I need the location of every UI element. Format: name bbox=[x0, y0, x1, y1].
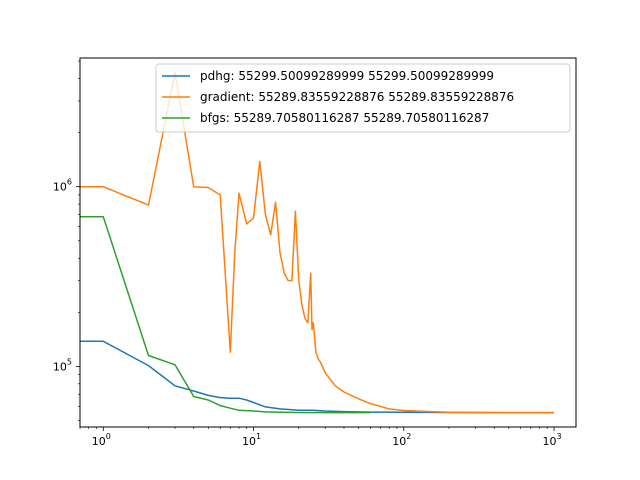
y-tick-label-0: 105 bbox=[53, 357, 72, 373]
legend-label-3: bfgs: 55289.70580116287 55289.7058011628… bbox=[200, 111, 489, 125]
legend-label-1: pdhg: 55299.50099289999 55299.5009928999… bbox=[200, 69, 494, 83]
legend-box bbox=[155, 63, 571, 133]
plot-frame bbox=[79, 57, 577, 428]
series-line-3 bbox=[80, 216, 371, 414]
legend: pdhg: 55299.50099289999 55299.5009928999… bbox=[155, 63, 571, 133]
y-tick-label-1: 106 bbox=[53, 178, 72, 194]
legend-label-2: gradient: 55289.83559228876 55289.835592… bbox=[200, 90, 514, 104]
series-line-1 bbox=[80, 340, 554, 414]
series-lines bbox=[80, 72, 554, 414]
x-tick-label-0: 100 bbox=[92, 432, 111, 448]
x-tick-label-2: 102 bbox=[392, 432, 411, 448]
series-line-2 bbox=[80, 72, 554, 414]
axis-ticks: 100 101 102 103 105 106 bbox=[53, 60, 562, 448]
x-tick-label-3: 103 bbox=[542, 432, 561, 448]
x-tick-label-1: 101 bbox=[242, 432, 261, 448]
